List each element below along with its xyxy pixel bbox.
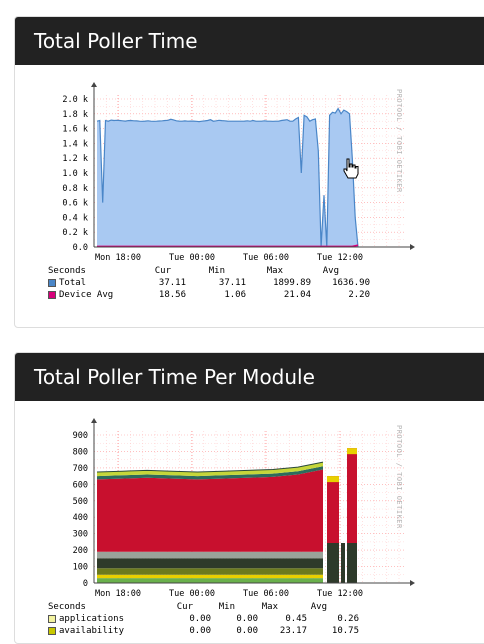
stack-layer-base-green	[97, 578, 323, 583]
y-tick-label: 500	[73, 497, 88, 507]
legend-swatch-applications	[48, 615, 56, 623]
y-tick-label: 300	[73, 530, 88, 540]
tail-block-bottom	[341, 543, 345, 583]
legend-unit: Seconds	[48, 602, 86, 612]
tail-block-bottom	[327, 543, 339, 583]
legend-swatch-device-avg	[48, 291, 56, 299]
tail-block-top	[347, 448, 357, 455]
x-axis-arrow	[410, 244, 415, 250]
series-device-avg-line	[97, 244, 359, 248]
tail-block	[347, 448, 357, 583]
y-tick-label: 0.6 k	[62, 199, 88, 209]
legend-availability-avg: 10.75	[331, 626, 359, 636]
y-tick-label: 1.4 k	[62, 139, 88, 149]
y-tick-label: 1.0 k	[62, 169, 88, 179]
x-tick-label: Mon 18:00	[95, 589, 141, 599]
y-tick-label: 0.4 k	[62, 213, 88, 223]
legend-header-cur: Cur	[176, 602, 193, 612]
legend-device-avg-avg: 2.20	[348, 290, 370, 300]
x-axis-arrow	[410, 580, 415, 586]
y-tick-label: 2.0 k	[62, 95, 88, 105]
legend-total-max: 1899.89	[273, 278, 311, 288]
legend-device-avg-max: 21.04	[283, 290, 311, 300]
x-tick-label: Tue 00:00	[169, 253, 215, 263]
stack-layer-yellow	[97, 574, 323, 579]
x-tick-label: Tue 00:00	[169, 589, 215, 599]
y-tick-label: 1.8 k	[62, 110, 88, 120]
graph-watermark: PROTOOL / TOBI OETIKER	[395, 425, 403, 529]
legend-swatch-availability	[48, 627, 56, 635]
stack-layer-teal	[97, 466, 323, 480]
legend-header-cur: Cur	[154, 266, 171, 276]
legend-label-device-avg: Device Avg	[59, 290, 114, 300]
stack-layer-dark	[97, 558, 323, 569]
legend-swatch-total	[48, 279, 56, 287]
total-poller-time-per-module-panel: Total Poller Time Per Module 900 800 700 60…	[14, 352, 484, 644]
legend-total-min: 37.11	[218, 278, 246, 288]
y-axis-arrow	[91, 418, 97, 423]
legend-availability-min: 0.00	[236, 626, 258, 636]
x-tick-label: Tue 06:00	[243, 253, 289, 263]
x-tick-label: Mon 18:00	[95, 253, 141, 263]
legend-header-max: Max	[261, 602, 278, 612]
x-tick-label: Tue 06:00	[243, 589, 289, 599]
y-tick-label: 700	[73, 464, 88, 474]
y-tick-label: 200	[73, 546, 88, 556]
stack-layer-crimson	[97, 469, 323, 552]
hand-cursor-icon	[343, 158, 359, 179]
y-axis-arrow	[91, 82, 97, 87]
legend-applications-max: 0.45	[285, 614, 307, 624]
series-total-line	[96, 107, 359, 248]
legend-label-availability: availability	[59, 626, 125, 636]
y-tick-label: 0.8 k	[62, 184, 88, 194]
legend-label-applications: applications	[59, 614, 125, 624]
panel-title: Total Poller Time Per Module	[15, 353, 484, 401]
total-poller-time-graph[interactable]: 2.0 k 1.8 k 1.6 k 1.4 k 1.2 k 1.0 k 0.8 k 0.6 k…	[45, 65, 445, 315]
tail-block-bottom	[347, 543, 357, 583]
y-tick-label: 100	[73, 563, 88, 573]
stack-top-line	[96, 461, 324, 473]
legend-device-avg-cur: 18.56	[158, 290, 186, 300]
y-tick-label: 800	[73, 447, 88, 457]
legend-total-avg: 1636.90	[332, 278, 370, 288]
y-tick-label: 0.0	[73, 243, 88, 253]
legend-unit: Seconds	[48, 266, 86, 276]
y-tick-label: 1.2 k	[62, 154, 88, 164]
legend-availability-max: 23.17	[279, 626, 307, 636]
legend-header-avg: Avg	[322, 266, 339, 276]
series-total-area	[97, 108, 358, 247]
stack-layer-olive	[97, 568, 323, 575]
legend-availability-cur: 0.00	[189, 626, 211, 636]
y-tick-label: 600	[73, 480, 88, 490]
legend-applications-cur: 0.00	[189, 614, 211, 624]
x-tick-label: Tue 12:00	[317, 589, 363, 599]
legend-header-min: Min	[218, 602, 235, 612]
y-tick-label: 900	[73, 431, 88, 441]
poller-module-graph[interactable]: 900 800 700 600 500 400 300 200 100 0 Mon 18:00 Tue…	[45, 401, 445, 644]
y-tick-label: 1.6 k	[62, 125, 88, 135]
legend-device-avg-min: 1.06	[224, 290, 246, 300]
y-tick-label: 400	[73, 513, 88, 523]
legend-label-total: Total	[59, 278, 87, 288]
x-tick-label: Tue 12:00	[317, 253, 363, 263]
legend-applications-min: 0.00	[236, 614, 258, 624]
graph-watermark: PROTOOL / TOBI OETIKER	[395, 89, 403, 193]
stack-layer-grey	[97, 551, 323, 559]
legend-header-min: Min	[208, 266, 225, 276]
legend-header-avg: Avg	[310, 602, 327, 612]
tail-block-top	[327, 476, 339, 483]
y-tick-label: 0	[83, 579, 88, 589]
stack-layer-lime-top	[97, 462, 323, 477]
total-poller-time-panel: Total Poller Time 2.0 k 1.8 k 1.6 k 1.4 k 1.…	[14, 16, 484, 328]
legend-applications-avg: 0.26	[337, 614, 359, 624]
legend-header-max: Max	[266, 266, 283, 276]
y-tick-label: 0.2 k	[62, 228, 88, 238]
panel-title: Total Poller Time	[15, 17, 484, 65]
legend-total-cur: 37.11	[158, 278, 186, 288]
